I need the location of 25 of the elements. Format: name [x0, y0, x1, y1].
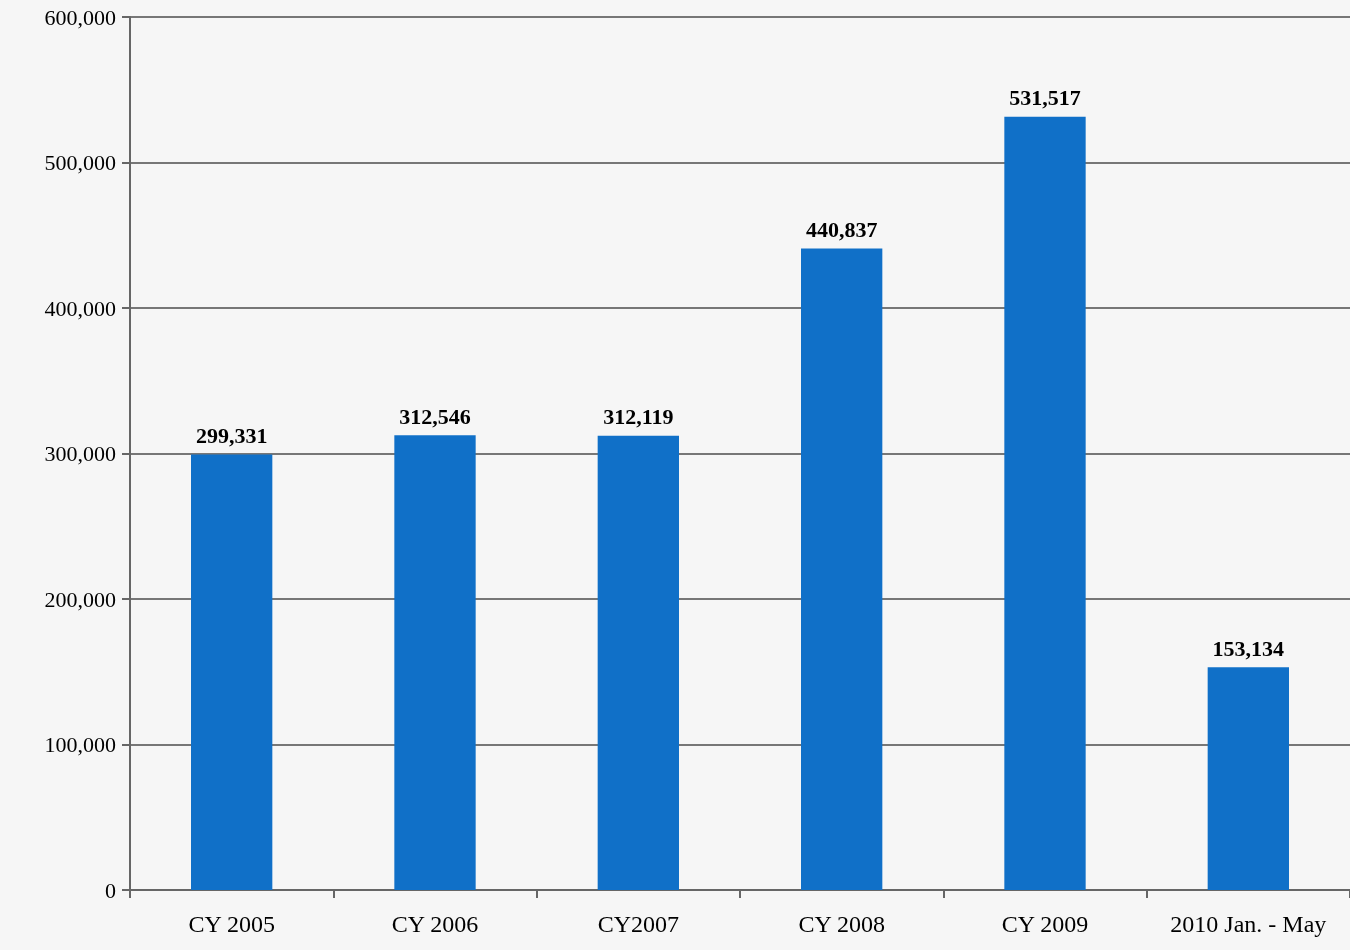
x-tick-label: CY 2009 [1001, 911, 1089, 937]
x-tick-label: CY2007 [597, 911, 680, 937]
data-label: 153,134 [1212, 635, 1285, 661]
y-tick-label: 200,000 [44, 586, 116, 612]
bar [1004, 116, 1086, 890]
y-tick-label: 500,000 [44, 150, 116, 175]
data-label: 312,546 [399, 403, 471, 429]
bar [394, 435, 476, 890]
y-tick-label: 300,000 [44, 441, 116, 466]
y-tick-label: 100,000 [44, 732, 116, 757]
x-tick-label: CY 2005 [188, 911, 275, 937]
bar [597, 435, 679, 890]
x-tick-label: CY 2008 [798, 911, 885, 937]
x-tick-label: CY 2006 [391, 911, 479, 937]
data-label: 440,837 [805, 217, 878, 243]
bar [191, 454, 273, 890]
data-label: 531,517 [1009, 85, 1081, 111]
x-tick-label: 2010 Jan. - May [1170, 911, 1327, 937]
y-tick-label: 400,000 [44, 295, 116, 321]
data-label: 312,119 [603, 404, 674, 430]
bar [801, 248, 883, 890]
y-tick-label: 600,000 [44, 4, 116, 30]
bar [1207, 667, 1289, 890]
data-label: 299,331 [195, 422, 268, 448]
y-tick-label: 0 [105, 877, 116, 903]
